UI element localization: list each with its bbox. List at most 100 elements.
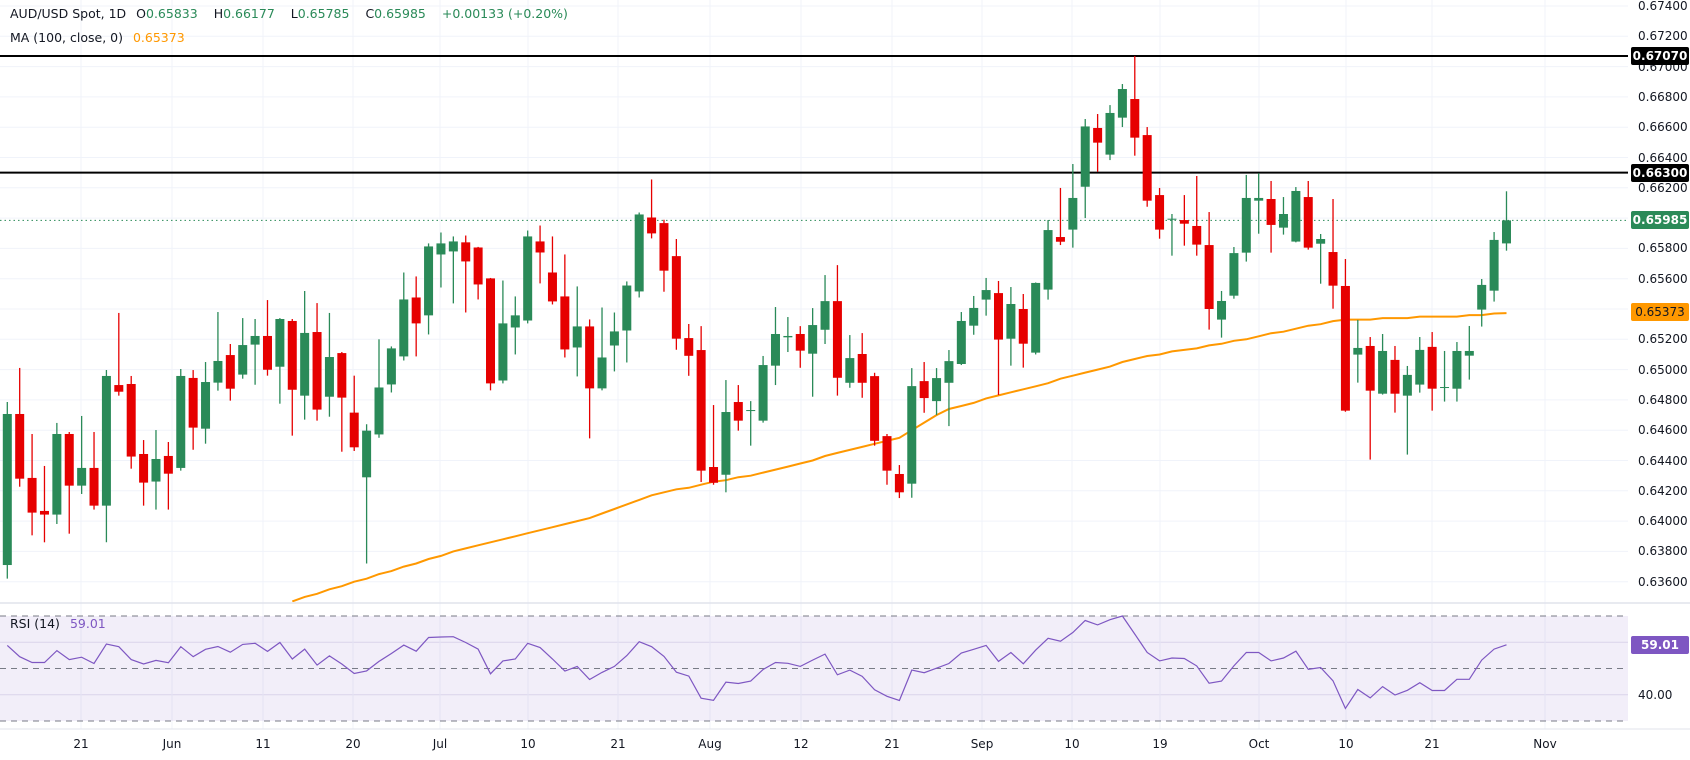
candle-body [1328, 252, 1338, 286]
candle [436, 232, 446, 288]
candle [1068, 164, 1078, 248]
price-axis-label: 0.64000 [1638, 514, 1688, 529]
candle-body [473, 247, 483, 285]
candle-body [201, 382, 211, 429]
candle [225, 343, 235, 401]
candle [560, 254, 570, 358]
candle-body [1117, 89, 1127, 118]
rsi-legend: RSI (14) 59.01 [10, 616, 112, 631]
price-axis-label: 0.66600 [1638, 120, 1688, 135]
candle [783, 317, 793, 353]
candle [994, 280, 1003, 396]
candle [386, 346, 396, 393]
candle-body [262, 335, 272, 370]
candle-body [163, 455, 173, 474]
price-axis-label: 0.63800 [1638, 544, 1688, 559]
candle-body [820, 301, 830, 330]
candle [572, 286, 582, 377]
candle [770, 307, 780, 386]
candle [944, 350, 954, 427]
candle [349, 375, 359, 451]
candle [634, 212, 644, 298]
candle-body [832, 301, 842, 378]
candle-body [981, 290, 991, 300]
candle-body [795, 333, 805, 351]
candle-body [411, 297, 421, 324]
candle [275, 318, 285, 404]
time-axis-label: Aug [698, 737, 722, 751]
rsi-levels [0, 615, 1628, 722]
candle [758, 355, 768, 423]
candle-body [399, 299, 409, 357]
candle [213, 312, 223, 391]
candle-body [1031, 282, 1041, 353]
candle [709, 405, 719, 485]
candle [114, 312, 124, 396]
candle-body [709, 467, 719, 483]
candle [1179, 195, 1189, 246]
candle [1055, 187, 1065, 246]
candle-body [1452, 350, 1462, 389]
candle-body [1018, 309, 1028, 344]
resistance-mid-tag: 0.66300 [1631, 164, 1689, 182]
candle [1316, 234, 1326, 284]
candle-body [1167, 218, 1177, 220]
open-label: O [136, 6, 146, 21]
candle-body [1142, 135, 1152, 201]
candle [1353, 319, 1363, 383]
candles [2, 55, 1511, 579]
candle [597, 307, 607, 391]
low-value: 0.65785 [297, 6, 350, 21]
candle [473, 246, 483, 300]
candle [857, 333, 867, 398]
candle [1427, 332, 1437, 411]
candle [1378, 333, 1388, 395]
candle [1254, 173, 1264, 234]
candle-body [498, 323, 508, 381]
rsi-axis-label-40: 40.00 [1638, 688, 1673, 702]
time-axis-label: Jun [162, 737, 182, 751]
candle-body [1427, 346, 1437, 389]
candle [956, 312, 966, 366]
ma-legend: MA (100, close, 0) 0.65373 [10, 30, 191, 45]
candle [1452, 342, 1462, 402]
candle [647, 179, 657, 239]
candle [39, 465, 49, 543]
candle [1365, 337, 1375, 460]
candle [585, 319, 595, 439]
symbol-title[interactable]: AUD/USD Spot, 1D [10, 6, 127, 21]
candle-body [312, 332, 322, 410]
candle [1464, 325, 1474, 380]
candle [969, 295, 979, 335]
candle-body [535, 241, 545, 253]
candle-body [374, 387, 384, 435]
candle-body [349, 412, 359, 448]
price-axis-label: 0.64200 [1638, 483, 1688, 498]
candle [498, 280, 508, 384]
candle [411, 276, 421, 357]
candle-body [151, 458, 161, 482]
candle-body [919, 381, 929, 399]
candle [1093, 114, 1103, 172]
open-value: 0.65833 [146, 6, 198, 21]
candle-body [671, 256, 681, 339]
candle [1440, 350, 1450, 402]
candle [77, 415, 87, 494]
candle-body [808, 325, 818, 354]
candle-body [572, 326, 582, 348]
price-axis-label: 0.65200 [1638, 332, 1688, 347]
candle-body [300, 332, 310, 396]
candle [27, 433, 37, 536]
candle-body [1080, 126, 1090, 187]
candle [894, 465, 904, 499]
time-axis-label: 21 [73, 737, 89, 751]
candle [1278, 197, 1288, 235]
candle-body [684, 338, 694, 356]
horizontal-levels[interactable] [0, 54, 1628, 221]
candle [820, 275, 830, 344]
candle-body [1192, 225, 1202, 245]
rsi-label[interactable]: RSI (14) [10, 616, 60, 631]
ma-label[interactable]: MA (100, close, 0) [10, 30, 123, 45]
candle [1477, 279, 1487, 327]
